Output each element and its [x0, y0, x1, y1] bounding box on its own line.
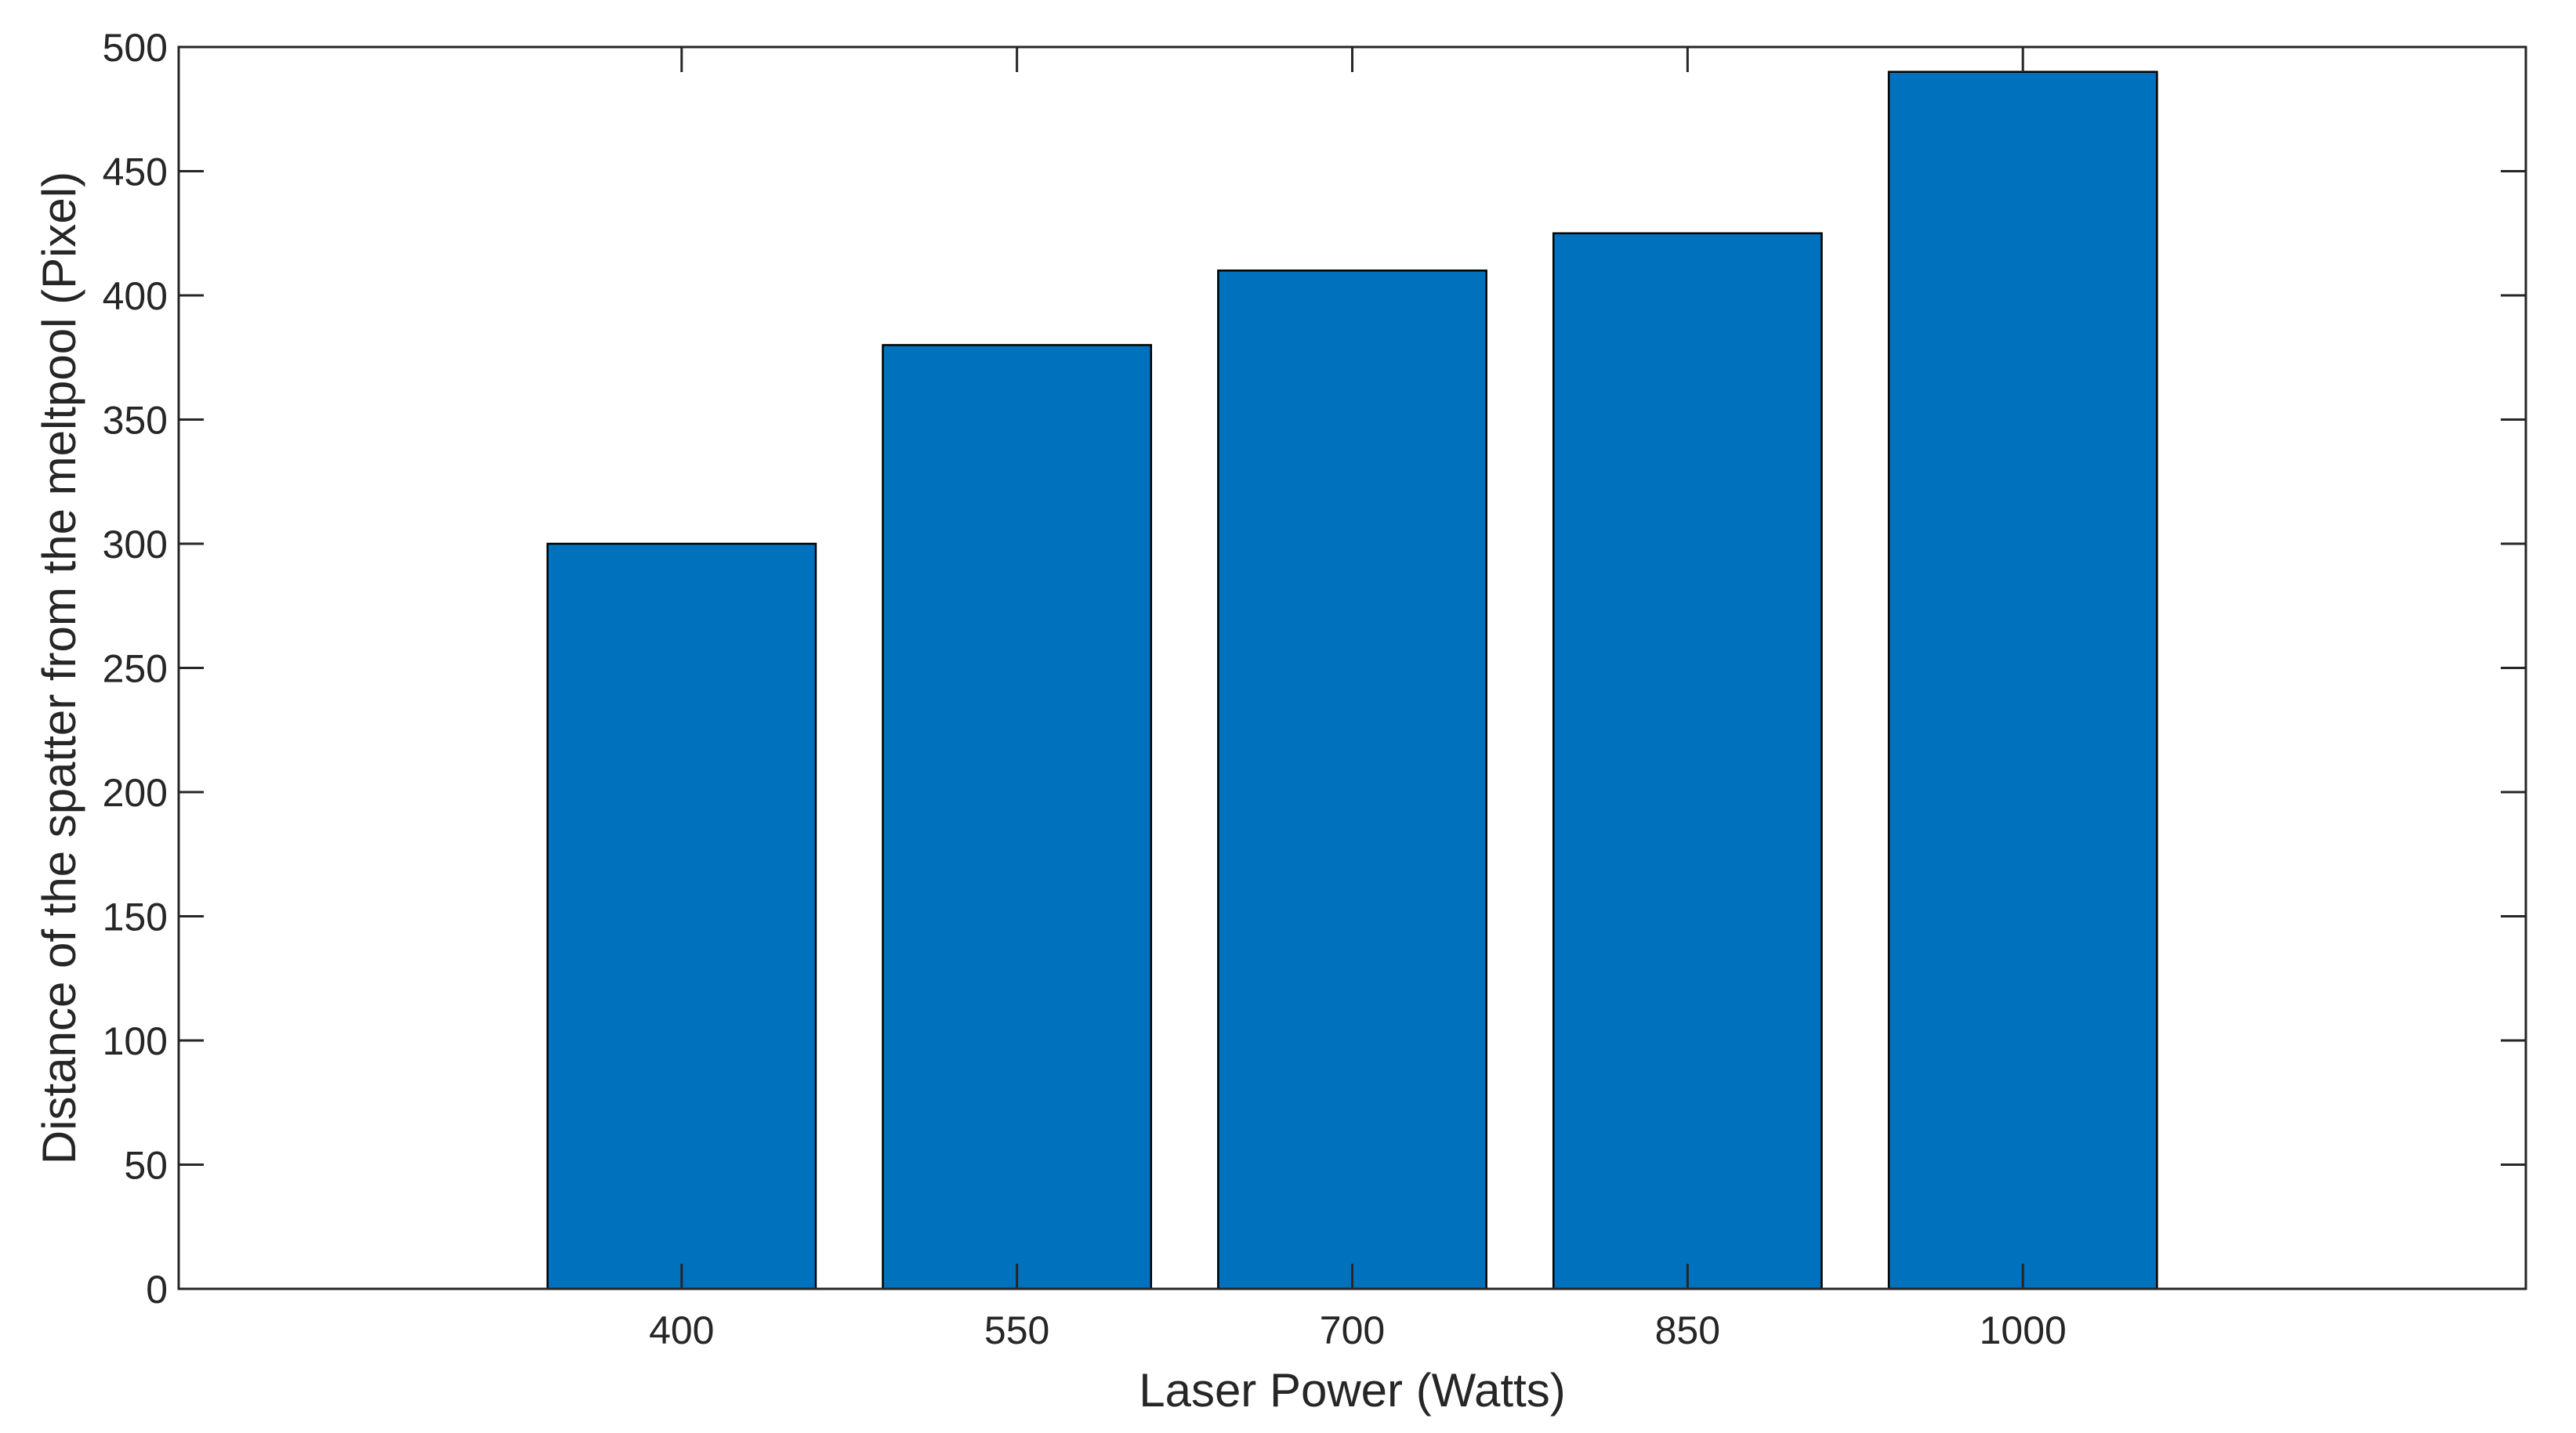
bar-850: [1552, 232, 1823, 1290]
x-tick-label: 550: [984, 1308, 1049, 1352]
y-tick-label: 200: [103, 771, 168, 815]
y-tick-label: 350: [103, 399, 168, 443]
bar-400: [546, 542, 817, 1290]
bars-group: [546, 71, 2158, 1290]
y-tick-label: 400: [103, 274, 168, 318]
tick-labels-group: 0 50 100 150 200 250 300 350 400 450 500 400 550 700 8…: [103, 26, 2067, 1352]
ticks-group: [179, 45, 2526, 1290]
x-axis-label: Laser Power (Watts): [1139, 1364, 1566, 1417]
y-tick-label: 300: [103, 523, 168, 566]
x-tick-label: 700: [1320, 1308, 1385, 1352]
y-tick-label: 150: [103, 896, 168, 939]
y-tick-label: 50: [124, 1144, 168, 1188]
plot-frame: [177, 45, 2527, 1290]
x-tick-label: 1000: [1980, 1308, 2067, 1352]
bar-550: [882, 344, 1153, 1290]
bar-1000: [1887, 71, 2158, 1290]
x-tick-label: 850: [1655, 1308, 1720, 1352]
y-axis-label: Distance of the spatter from the meltpoo…: [33, 172, 85, 1164]
y-tick-label: 450: [103, 150, 168, 194]
y-tick-label: 0: [146, 1268, 168, 1312]
y-tick-label: 250: [103, 647, 168, 691]
x-tick-label: 400: [649, 1308, 714, 1352]
y-tick-label: 500: [103, 26, 168, 70]
bar-700: [1217, 270, 1487, 1290]
y-tick-label: 100: [103, 1019, 168, 1063]
